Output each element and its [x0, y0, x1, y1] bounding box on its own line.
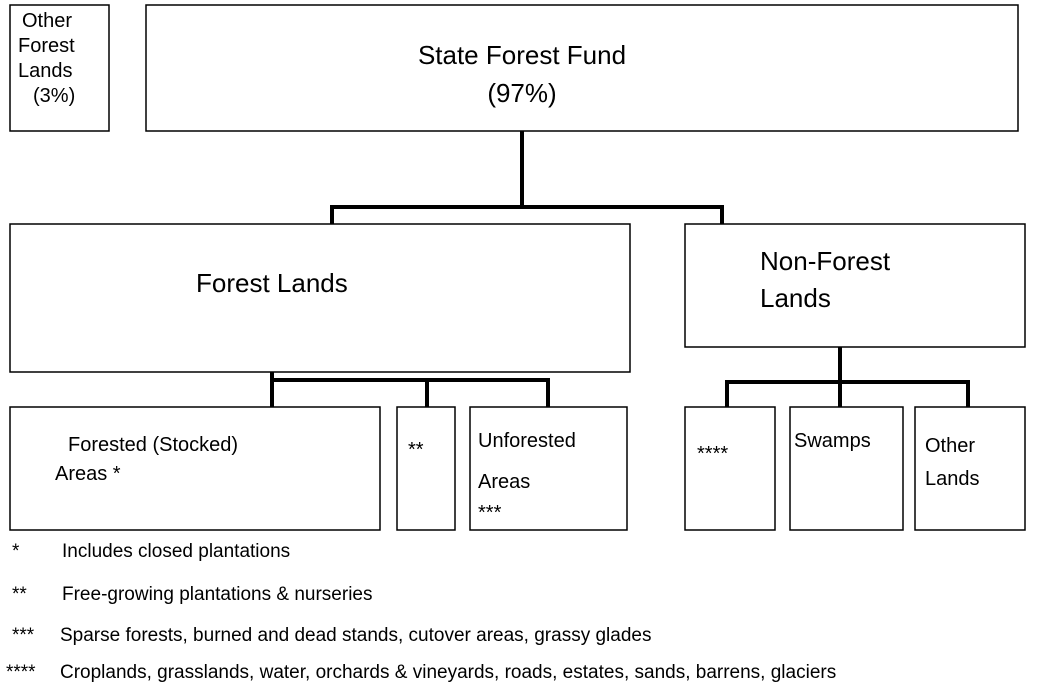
box-other-forest-lands [9, 4, 110, 132]
node-text: State Forest Fund [418, 40, 626, 70]
footnote-text: Sparse forests, burned and dead stands, … [60, 625, 651, 646]
connector [270, 372, 550, 407]
node-text: Non-Forest [760, 246, 891, 276]
box-other-lands [914, 406, 1026, 531]
node-text: Unforested [478, 430, 576, 452]
node-text: Areas [478, 471, 530, 493]
footnote-text: Includes closed plantations [62, 541, 290, 562]
node-text: ** [408, 439, 424, 461]
node-text: Forest Lands [196, 268, 348, 298]
footnote-marker: * [12, 541, 20, 562]
node-text: Areas * [55, 463, 121, 485]
node-text: *** [478, 502, 502, 524]
box-unforested-areas [469, 406, 628, 531]
box-croplands [684, 406, 776, 531]
node-text: Other [925, 435, 975, 457]
connector [725, 347, 970, 407]
footnote-marker: ** [12, 584, 27, 605]
box-non-forest-lands [684, 223, 1026, 348]
box-forested-areas [9, 406, 381, 531]
node-text: Lands [18, 60, 73, 82]
box-state-forest-fund [145, 4, 1019, 132]
box-forest-lands [9, 223, 631, 373]
box-plantations [396, 406, 456, 531]
connector [330, 131, 724, 224]
box-swamps [789, 406, 904, 531]
node-text: Lands [925, 468, 980, 490]
node-text: **** [697, 443, 728, 465]
footnote-text: Croplands, grasslands, water, orchards &… [60, 662, 836, 683]
footnote-marker: **** [6, 662, 36, 683]
node-text: (97%) [487, 78, 556, 108]
node-text: Lands [760, 283, 831, 313]
node-text: (3%) [33, 85, 75, 107]
footnote-marker: *** [12, 625, 35, 646]
node-text: Forest [18, 35, 75, 57]
node-text: Forested (Stocked) [68, 434, 238, 456]
footnote-text: Free-growing plantations & nurseries [62, 584, 373, 605]
node-text: Swamps [794, 430, 871, 452]
node-text: Other [22, 10, 72, 32]
